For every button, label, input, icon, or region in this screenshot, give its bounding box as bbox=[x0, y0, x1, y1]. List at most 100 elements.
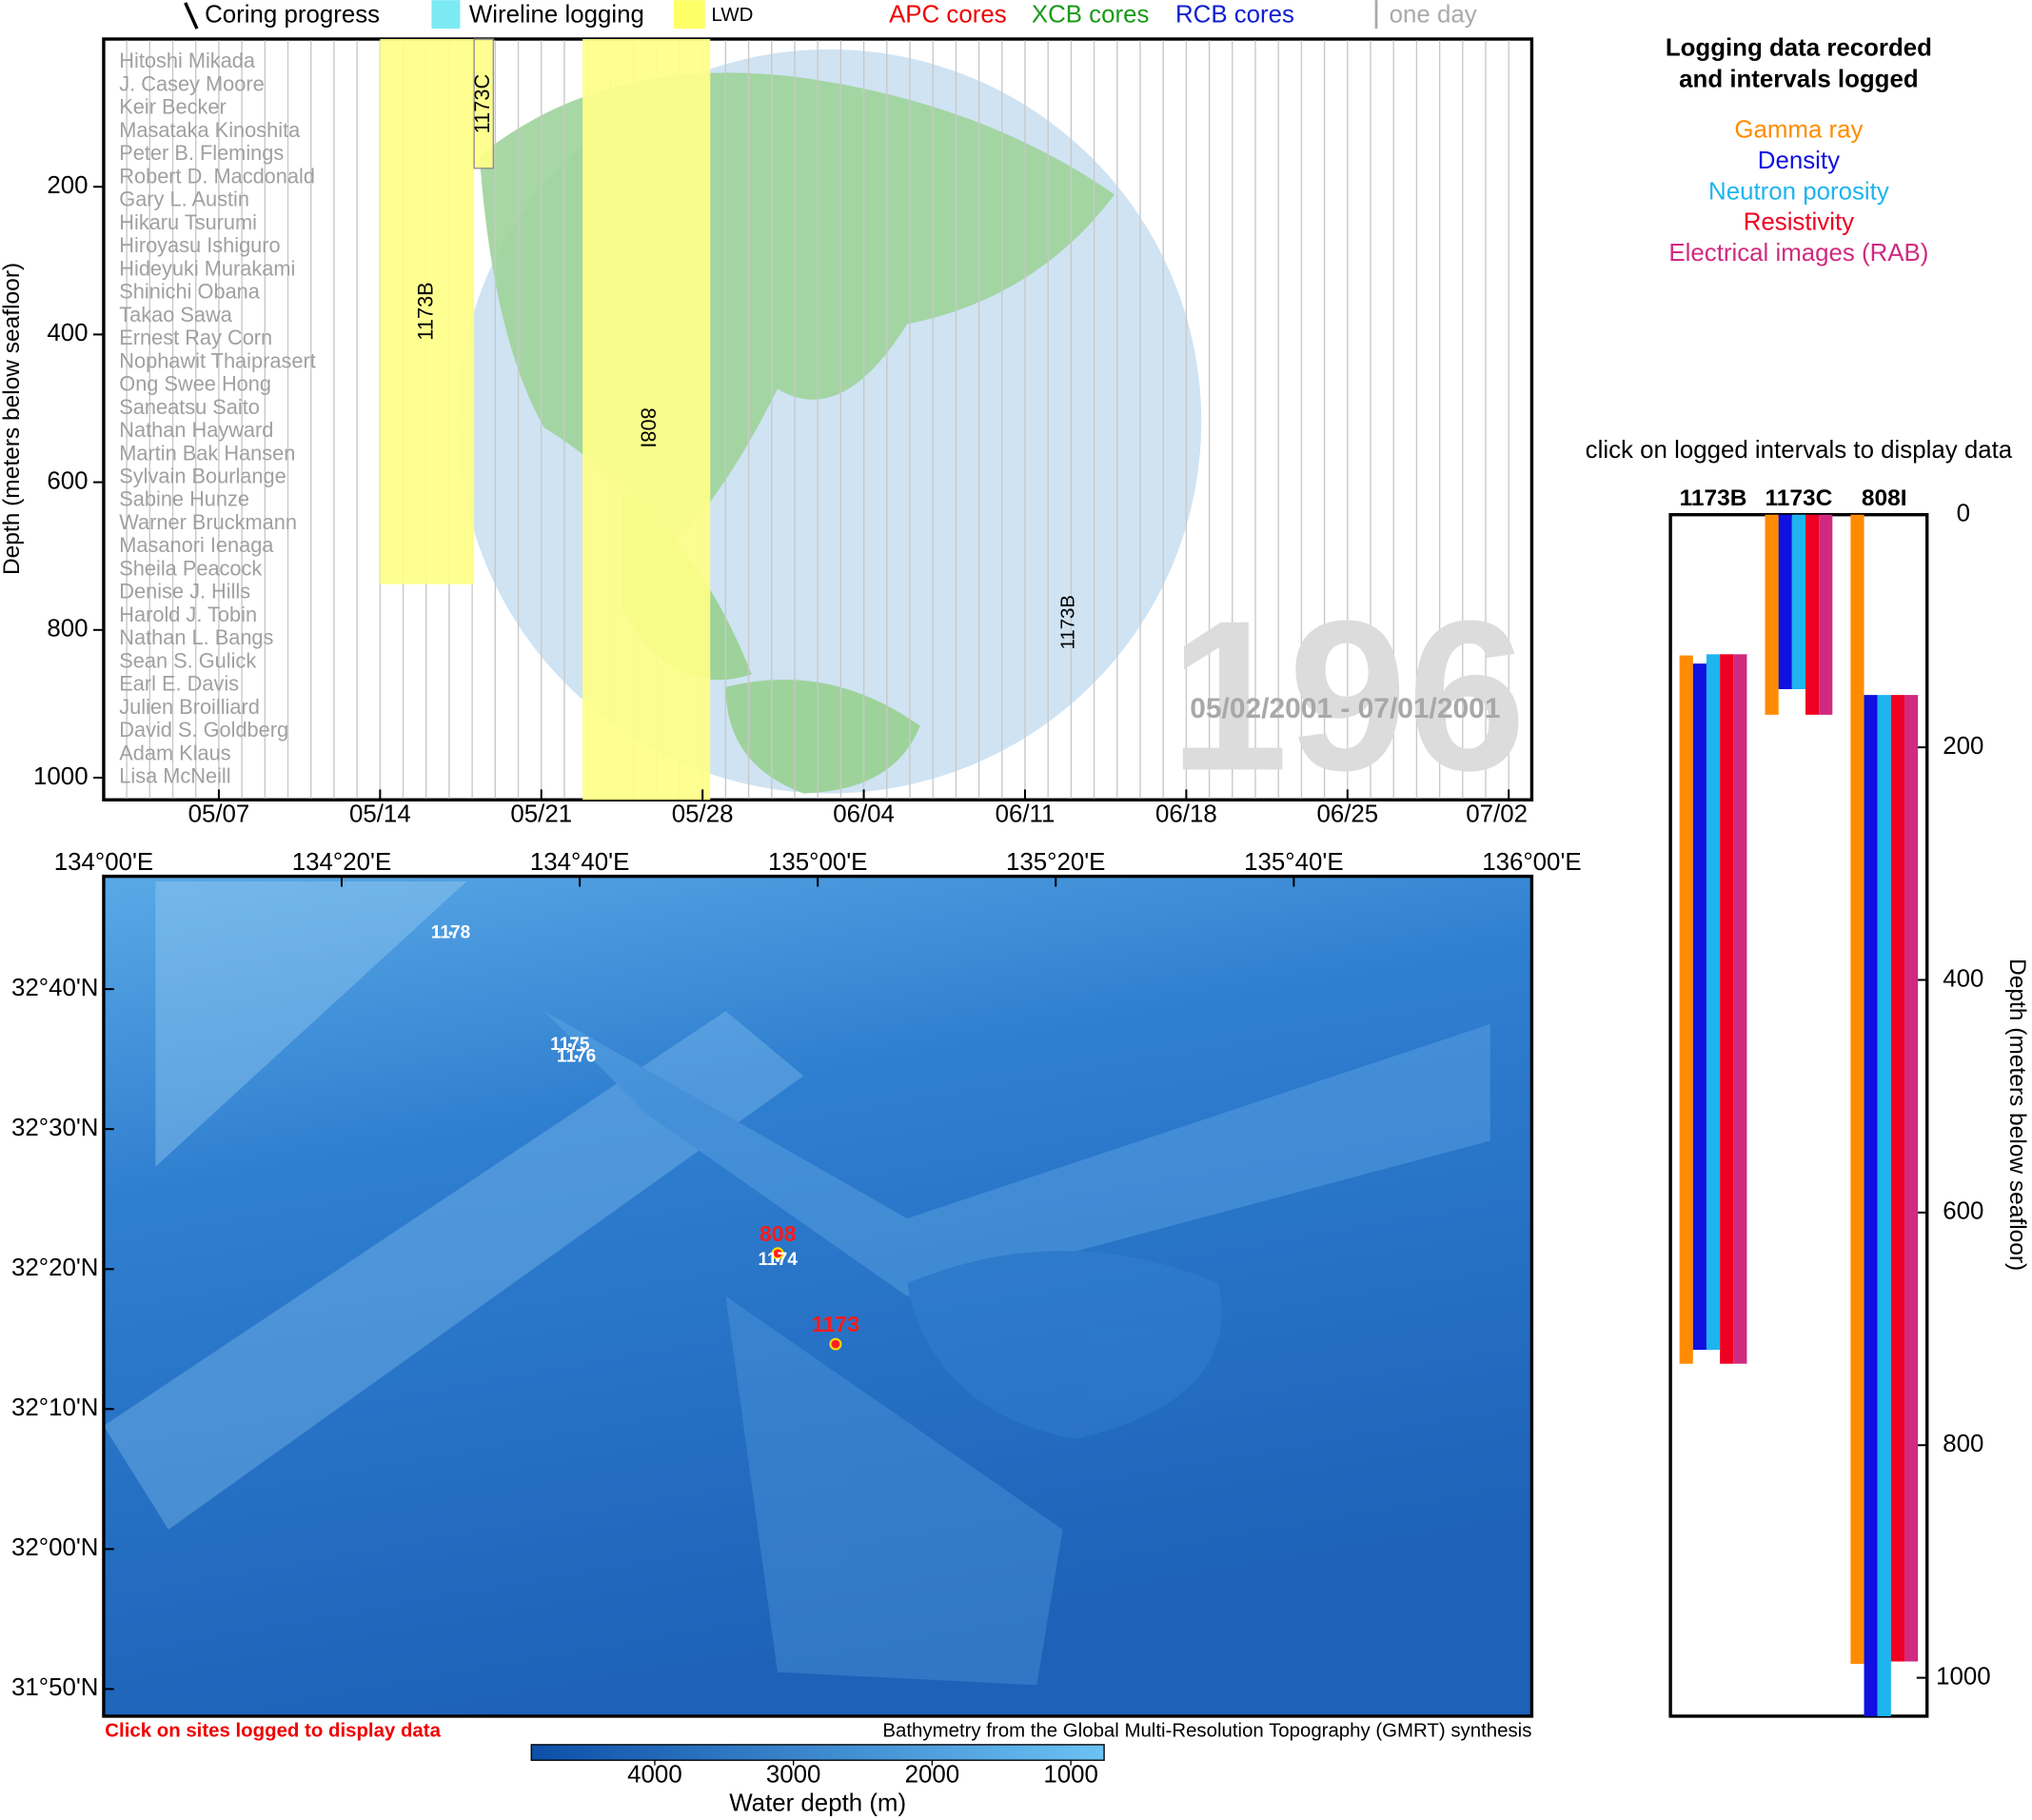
x-tick-label: 06/25 bbox=[1316, 801, 1378, 827]
log-interval[interactable] bbox=[1720, 654, 1734, 1364]
log-legend: Resistivity bbox=[1744, 209, 1854, 236]
site-label[interactable]: 1173 bbox=[812, 1312, 859, 1336]
bathymetry bbox=[103, 876, 1532, 1716]
leg-dates: 05/02/2001 - 07/01/2001 bbox=[1190, 693, 1500, 724]
y-tick-label: 1000 bbox=[33, 763, 89, 790]
log-interval[interactable] bbox=[1850, 514, 1864, 1664]
y-axis-label: Depth (meters below seafloor) bbox=[2004, 959, 2030, 1271]
colorbar bbox=[530, 1744, 1105, 1761]
x-tick-label: 06/18 bbox=[1155, 801, 1217, 827]
y-tick-label: 32°40'N bbox=[11, 975, 98, 1001]
log-interval[interactable] bbox=[1819, 514, 1833, 715]
crew-name: Ernest Ray Corn bbox=[119, 326, 272, 349]
y-tick-label: 200 bbox=[1943, 733, 1983, 760]
x-tick-label: 135°40'E bbox=[1244, 849, 1343, 876]
x-tick-label: 05/07 bbox=[188, 801, 250, 827]
crew-name: Earl E. Davis bbox=[119, 672, 239, 696]
site-label: 1176 bbox=[557, 1046, 596, 1066]
y-tick-label: 600 bbox=[47, 467, 88, 494]
log-interval[interactable] bbox=[1778, 514, 1792, 689]
log-interval[interactable] bbox=[1692, 663, 1706, 1351]
legend-wireline-mark bbox=[431, 0, 461, 30]
lwd-interval bbox=[582, 39, 711, 801]
y-tick-label: 1000 bbox=[1936, 1663, 1991, 1690]
legend-text: XCB cores bbox=[1032, 1, 1150, 28]
crew-name: Hikaru Tsurumi bbox=[119, 210, 257, 234]
log-interval[interactable] bbox=[1733, 654, 1747, 1364]
hole-label: 1173C bbox=[1765, 485, 1832, 511]
legend-coring-mark bbox=[184, 2, 199, 30]
site-label: 1174 bbox=[758, 1250, 798, 1270]
crew-name: Takao Sawa bbox=[119, 303, 232, 326]
leg-watermark: 196 bbox=[1170, 576, 1527, 815]
interval-label: 1173B bbox=[414, 282, 438, 340]
panel-title: Logging data recorded bbox=[1666, 35, 1932, 62]
y-tick-label: 0 bbox=[1957, 501, 1970, 527]
y-tick-label: 31°50'N bbox=[11, 1674, 98, 1701]
log-interval[interactable] bbox=[1765, 514, 1779, 715]
log-interval[interactable] bbox=[1791, 514, 1805, 689]
crew-name: Julien Broilliard bbox=[119, 695, 260, 719]
crew-name: Adam Klaus bbox=[119, 741, 230, 764]
y-tick-label: 400 bbox=[47, 320, 88, 346]
x-tick-label: 05/21 bbox=[510, 801, 572, 827]
crew-name: Sean S. Gulick bbox=[119, 648, 256, 672]
site-marker bbox=[567, 1042, 572, 1047]
colorbar-tick-label: 1000 bbox=[1043, 1761, 1098, 1788]
crew-name: Lisa McNeill bbox=[119, 764, 230, 788]
crew-name: Masataka Kinoshita bbox=[119, 118, 301, 142]
wireline-label: 1173B bbox=[1058, 595, 1079, 650]
log-interval[interactable] bbox=[1706, 654, 1721, 1351]
colorbar-label: Water depth (m) bbox=[729, 1790, 906, 1816]
log-interval[interactable] bbox=[1890, 695, 1905, 1662]
legend-text: LWD bbox=[712, 5, 754, 26]
crew-name: J. Casey Moore bbox=[119, 71, 264, 95]
crew-name: Nathan L. Bangs bbox=[119, 625, 273, 649]
bathymetry-texture bbox=[103, 881, 1490, 1686]
y-tick-label: 400 bbox=[1943, 965, 1983, 992]
log-interval[interactable] bbox=[1864, 695, 1878, 1716]
hole-label: 808I bbox=[1862, 485, 1907, 511]
x-tick-label: 06/04 bbox=[833, 801, 895, 827]
hole-label: 1173B bbox=[1680, 485, 1747, 511]
crew-name: David S. Goldberg bbox=[119, 718, 288, 742]
site-label[interactable]: 808 bbox=[760, 1221, 797, 1246]
map-note[interactable]: Click on sites logged to display data bbox=[105, 1721, 441, 1742]
crew-name: Hiroyasu Ishiguro bbox=[119, 233, 280, 257]
y-tick-label: 32°20'N bbox=[11, 1255, 98, 1281]
colorbar-tick-label: 2000 bbox=[905, 1761, 960, 1788]
x-tick-label: 136°00'E bbox=[1482, 849, 1581, 876]
log-interval[interactable] bbox=[1805, 514, 1820, 715]
crew-name: Masanori Ienaga bbox=[119, 533, 274, 557]
y-tick-label: 32°30'N bbox=[11, 1115, 98, 1141]
legend-text: APC cores bbox=[889, 1, 1007, 28]
y-tick-label: 32°10'N bbox=[11, 1395, 98, 1421]
x-tick-label: 134°00'E bbox=[54, 849, 153, 876]
map-credit: Bathymetry from the Global Multi-Resolut… bbox=[882, 1721, 1531, 1742]
crew-name: Ong Swee Hong bbox=[119, 372, 271, 396]
log-interval[interactable] bbox=[1904, 695, 1919, 1662]
crew-name: Martin Bak Hansen bbox=[119, 441, 295, 465]
y-tick-label: 600 bbox=[1943, 1198, 1983, 1225]
log-interval[interactable] bbox=[1877, 695, 1891, 1716]
panel-prompt: click on logged intervals to display dat… bbox=[1586, 437, 2013, 464]
legend-text: RCB cores bbox=[1175, 1, 1294, 28]
legend-text: Wireline logging bbox=[469, 1, 644, 28]
x-tick-label: 135°20'E bbox=[1006, 849, 1105, 876]
interval-label: 808I bbox=[636, 407, 660, 447]
site-label: 1175 bbox=[550, 1035, 590, 1055]
x-tick-label: 07/02 bbox=[1466, 801, 1528, 827]
y-axis-label: Depth (meters below seafloor) bbox=[0, 263, 25, 575]
site-marker[interactable] bbox=[829, 1337, 842, 1351]
lwd-interval bbox=[473, 38, 495, 169]
x-tick-label: 06/11 bbox=[996, 801, 1055, 827]
site-marker bbox=[776, 1257, 780, 1262]
x-tick-label: 134°40'E bbox=[530, 849, 629, 876]
log-interval[interactable] bbox=[1679, 655, 1693, 1364]
colorbar-tick-label: 3000 bbox=[766, 1761, 821, 1788]
timeline-frame bbox=[102, 37, 1534, 801]
panel-title: and intervals logged bbox=[1679, 66, 1918, 92]
x-tick-label: 05/28 bbox=[672, 801, 734, 827]
globe bbox=[457, 49, 1202, 794]
